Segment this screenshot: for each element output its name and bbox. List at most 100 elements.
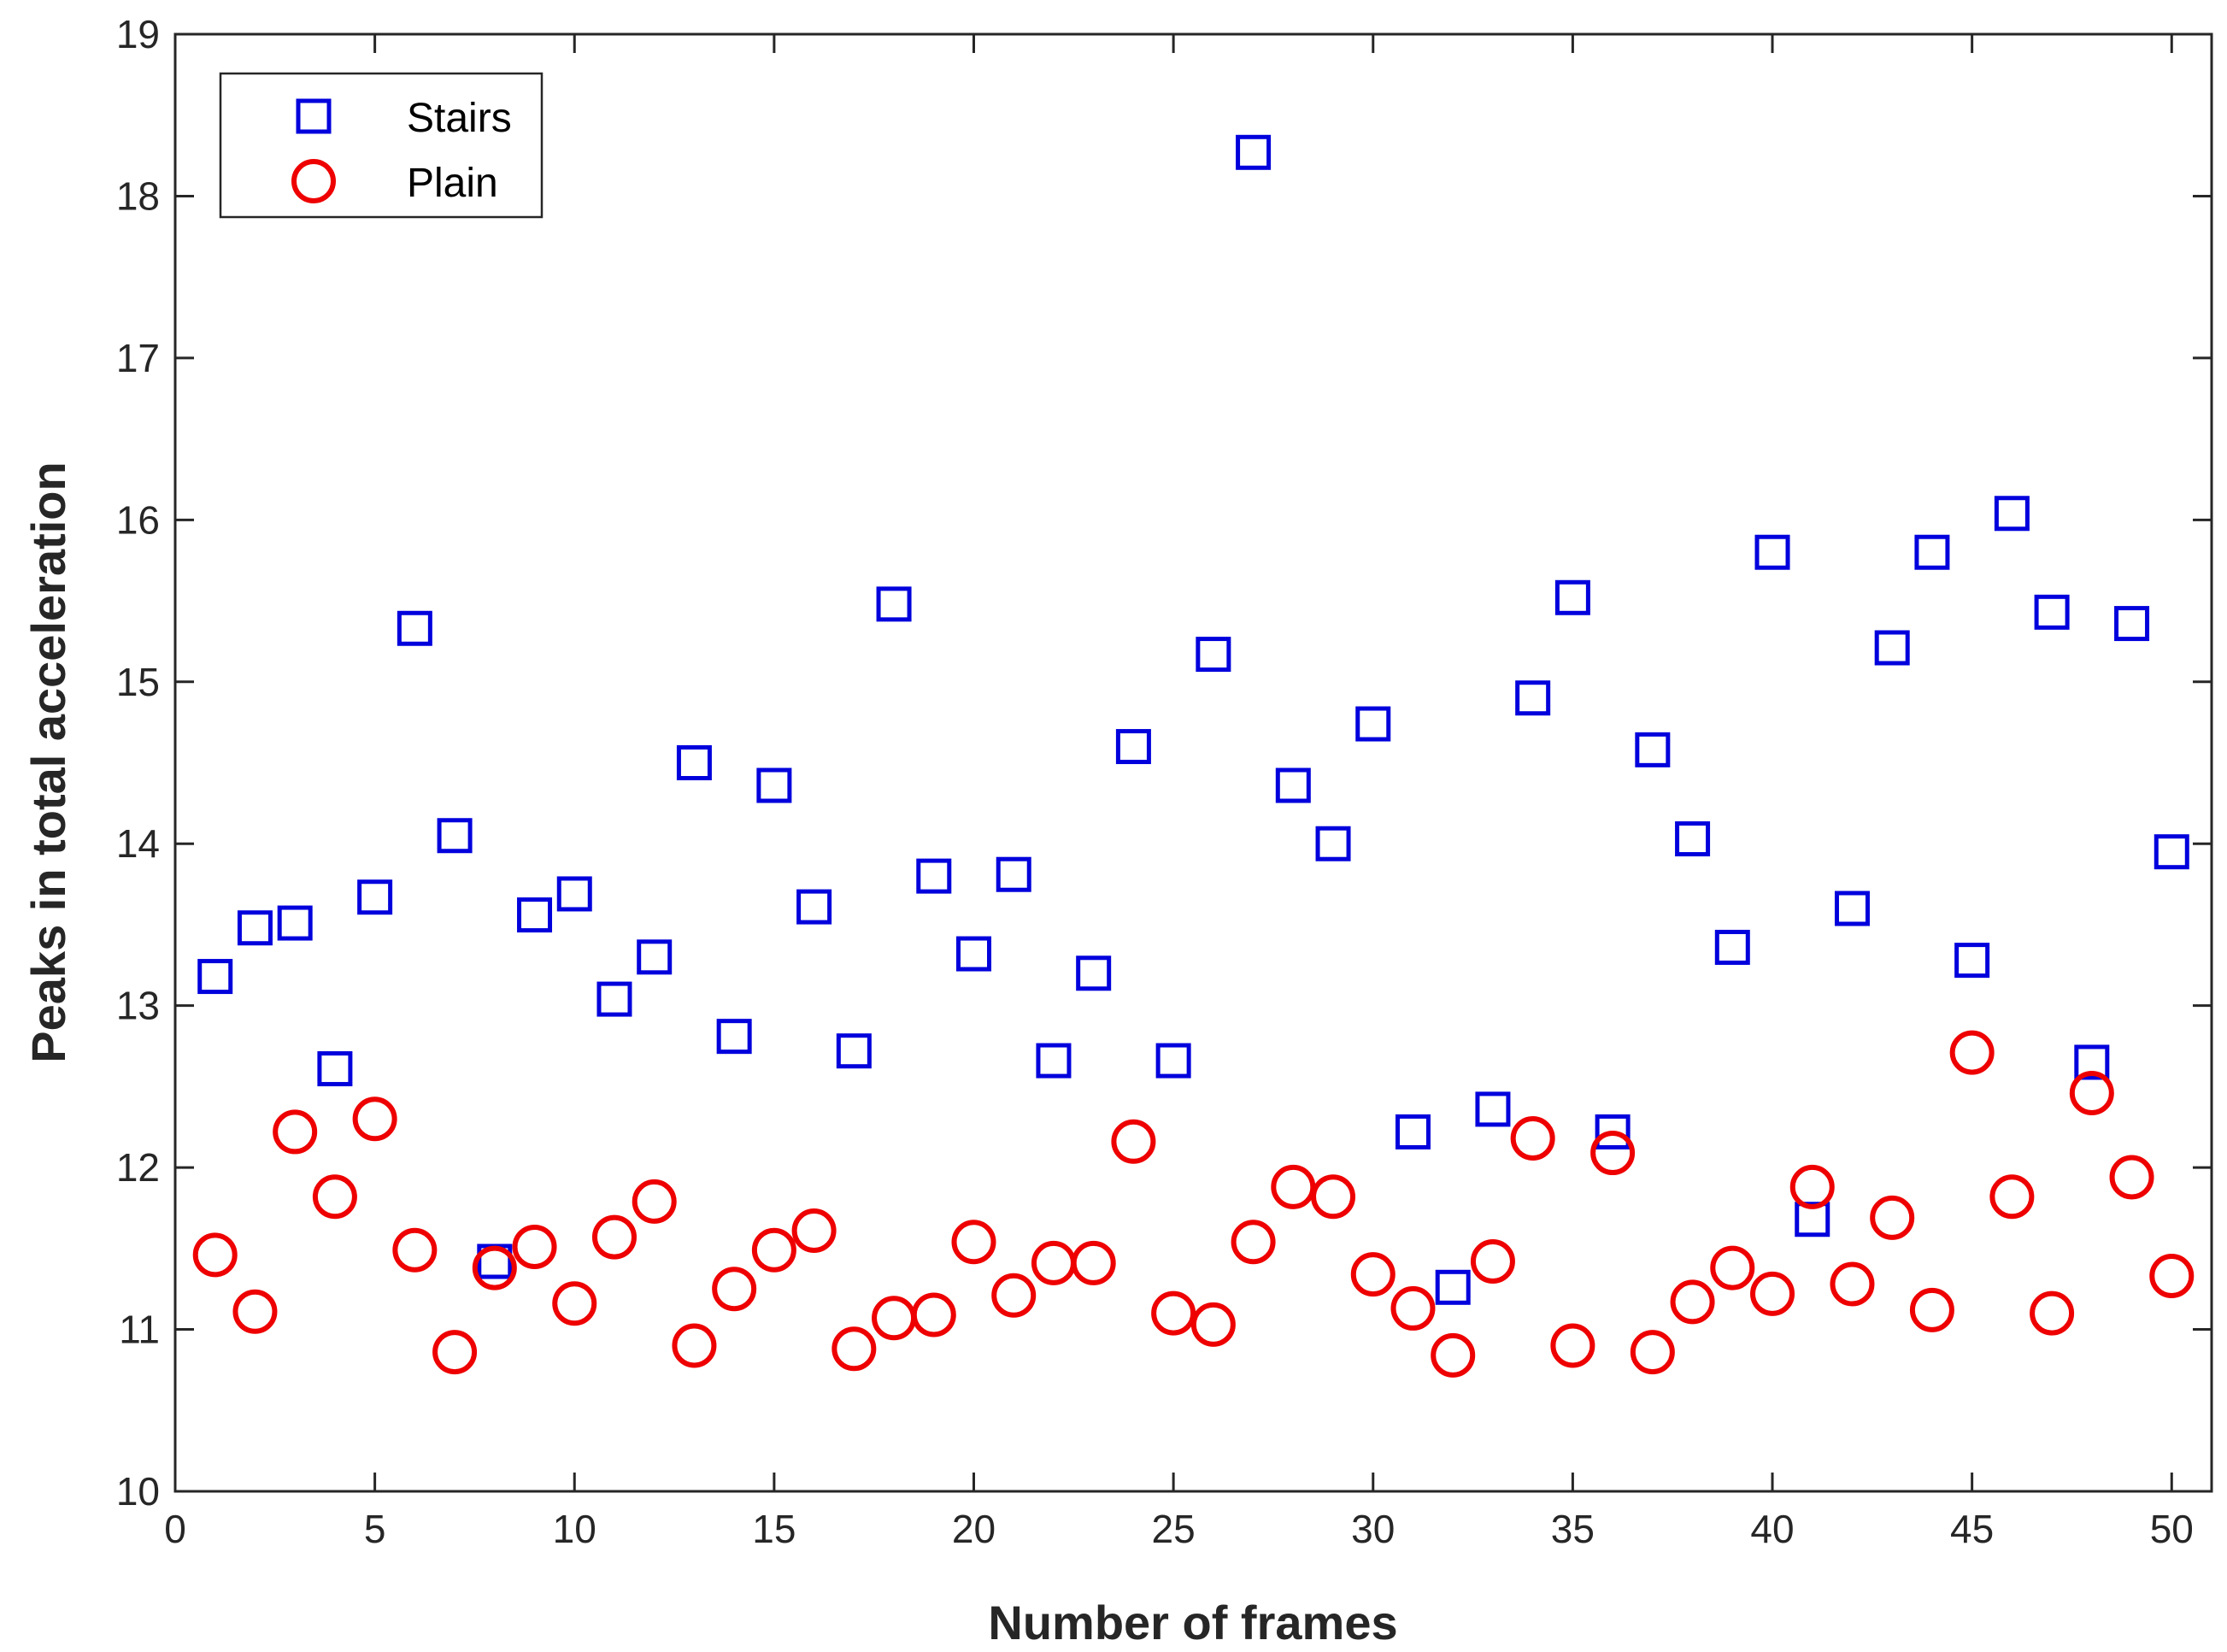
point-plain (1590, 1131, 1636, 1176)
point-stairs (916, 858, 952, 894)
point-plain (1750, 1271, 1795, 1316)
point-plain (632, 1179, 677, 1224)
point-stairs (1834, 891, 1870, 926)
y-tick-label: 12 (116, 1145, 160, 1190)
point-plain (1231, 1220, 1276, 1265)
legend-box (219, 72, 544, 219)
legend-marker-stairs (296, 98, 332, 134)
point-plain (1670, 1279, 1715, 1325)
point-stairs (1275, 767, 1311, 803)
point-plain (911, 1292, 956, 1337)
point-stairs (796, 889, 832, 925)
point-stairs (1675, 821, 1711, 857)
point-stairs (1754, 534, 1790, 570)
point-stairs (1115, 729, 1151, 765)
point-stairs (1435, 1269, 1471, 1305)
point-stairs (1714, 929, 1750, 965)
y-axis-ticks: 10 11 12 13 14 15 16 17 18 19 (116, 12, 2212, 1514)
point-stairs (836, 1033, 872, 1069)
point-plain (1870, 1195, 1915, 1240)
x-tick-label: 0 (164, 1507, 186, 1551)
point-plain (1350, 1252, 1396, 1297)
x-tick-label: 45 (1950, 1507, 1994, 1551)
point-stairs (317, 1051, 353, 1087)
x-tick-label: 5 (364, 1507, 386, 1551)
point-plain (672, 1323, 717, 1368)
point-stairs (277, 905, 313, 941)
point-stairs (1036, 1043, 1072, 1079)
x-tick-label: 40 (1750, 1507, 1794, 1551)
point-plain (1071, 1240, 1116, 1285)
y-tick-label: 17 (116, 336, 160, 380)
point-plain (1271, 1164, 1316, 1209)
point-stairs (756, 767, 792, 803)
point-plain (831, 1326, 877, 1372)
point-plain (273, 1109, 318, 1155)
y-tick-label: 13 (116, 984, 160, 1028)
point-stairs (1315, 826, 1351, 861)
point-stairs (397, 610, 432, 646)
point-stairs (1994, 496, 2030, 532)
point-plain (751, 1227, 796, 1273)
point-stairs (2034, 594, 2070, 630)
point-plain (1989, 1174, 2035, 1220)
point-stairs (637, 939, 673, 975)
point-plain (2069, 1070, 2114, 1115)
point-stairs (1595, 1114, 1631, 1149)
point-stairs (956, 936, 992, 972)
point-stairs (1635, 732, 1671, 767)
point-plain (1470, 1238, 1515, 1284)
point-plain (991, 1273, 1037, 1318)
point-plain (432, 1330, 478, 1375)
point-stairs (2114, 606, 2150, 642)
y-tick-label: 19 (116, 12, 160, 56)
point-stairs (1795, 1202, 1830, 1238)
point-stairs (2074, 1044, 2110, 1080)
x-tick-label: 30 (1351, 1507, 1395, 1551)
point-plain (2149, 1254, 2195, 1299)
point-plain (552, 1281, 597, 1326)
point-plain (232, 1289, 278, 1334)
data-points (192, 134, 2195, 1378)
y-tick-label: 15 (116, 660, 160, 704)
y-tick-label: 10 (116, 1469, 160, 1514)
legend-label-plain: Plain (407, 161, 498, 206)
point-stairs (716, 1019, 752, 1055)
point-stairs (437, 818, 473, 854)
y-tick-label: 18 (116, 173, 160, 218)
x-tick-label: 10 (553, 1507, 596, 1551)
point-plain (1710, 1245, 1755, 1290)
point-plain (512, 1224, 557, 1269)
point-stairs (1515, 680, 1551, 716)
point-plain (1550, 1323, 1595, 1368)
point-stairs (2154, 834, 2189, 870)
point-plain (1909, 1287, 1954, 1332)
point-stairs (197, 959, 233, 995)
point-plain (1390, 1285, 1436, 1331)
point-plain (1311, 1174, 1356, 1220)
point-plain (1510, 1116, 1555, 1161)
point-stairs (596, 981, 632, 1017)
point-plain (1151, 1290, 1196, 1336)
y-tick-label: 14 (116, 821, 160, 866)
point-plain (1431, 1332, 1476, 1378)
x-tick-label: 25 (1152, 1507, 1196, 1551)
point-stairs (556, 876, 592, 912)
point-plain (1111, 1119, 1156, 1164)
point-stairs (237, 910, 273, 946)
point-plain (951, 1220, 996, 1265)
point-plain (591, 1214, 637, 1260)
point-stairs (517, 897, 553, 933)
point-plain (1190, 1302, 1236, 1347)
point-plain (1949, 1030, 1995, 1075)
point-plain (2109, 1155, 2154, 1200)
point-plain (712, 1267, 757, 1312)
point-plain (1630, 1330, 1675, 1375)
point-stairs (1874, 630, 1910, 666)
x-axis-ticks: 0 5 10 15 20 25 30 35 40 45 50 (164, 34, 2194, 1551)
point-stairs (676, 745, 712, 780)
point-stairs (1155, 1043, 1191, 1079)
point-stairs (996, 856, 1031, 892)
point-stairs (1554, 579, 1590, 615)
